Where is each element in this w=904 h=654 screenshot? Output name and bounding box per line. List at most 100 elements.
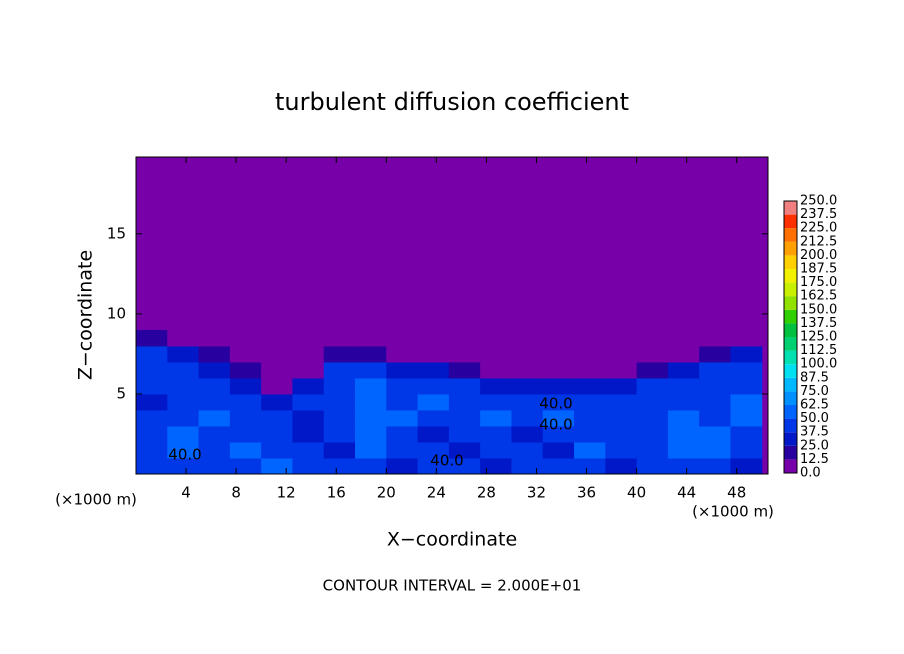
field-cell xyxy=(448,441,481,459)
field-cell xyxy=(542,361,575,379)
field-cell xyxy=(480,457,512,475)
field-cell xyxy=(261,361,293,379)
field-cell xyxy=(417,345,450,363)
field-cell xyxy=(636,329,669,347)
field-cell xyxy=(292,457,325,475)
field-cell xyxy=(229,361,262,379)
field-cell xyxy=(355,425,387,443)
colorbar-label: 250.0 xyxy=(800,194,837,209)
colorbar-label: 12.5 xyxy=(800,452,829,467)
field-cell xyxy=(292,441,325,459)
colorbar-bin xyxy=(784,418,797,433)
contour-label: 40.0 xyxy=(168,446,201,464)
field-cell xyxy=(636,441,669,459)
field-cell xyxy=(292,345,325,363)
plot-frame xyxy=(135,156,769,475)
field-cell xyxy=(386,345,419,363)
field-cell xyxy=(511,329,544,347)
x-tick-label: 40 xyxy=(627,484,646,502)
colorbar-label: 212.5 xyxy=(800,234,837,249)
field-cell xyxy=(730,457,763,475)
field-cell xyxy=(605,361,638,379)
field-cell xyxy=(699,329,731,347)
field-cell xyxy=(198,377,231,395)
field-cell xyxy=(480,329,512,347)
field-cell xyxy=(511,441,544,459)
contour-label: 40.0 xyxy=(430,452,463,470)
field-cell xyxy=(136,361,168,379)
field-cell xyxy=(448,393,481,411)
field-cell xyxy=(417,457,450,475)
colorbar-bin xyxy=(784,405,797,419)
field-cell xyxy=(292,377,325,395)
field-cell xyxy=(636,393,669,411)
field-cell xyxy=(605,441,638,459)
colorbar-label: 25.0 xyxy=(800,438,829,453)
colorbar-bin xyxy=(784,377,797,392)
colorbar-label: 50.0 xyxy=(800,411,829,426)
field-cell xyxy=(542,457,575,475)
x-axis-label: X−coordinate xyxy=(387,529,517,551)
field-cell xyxy=(386,361,419,379)
field-cell xyxy=(167,329,200,347)
field-cell xyxy=(667,393,700,411)
field-cell xyxy=(323,329,356,347)
field-cell xyxy=(730,441,763,459)
field-cell xyxy=(261,425,293,443)
colorbar-label: 137.5 xyxy=(800,316,837,331)
field-cell xyxy=(261,409,293,427)
field-cell xyxy=(417,329,450,347)
field-cell xyxy=(292,393,325,411)
colorbar-label: 150.0 xyxy=(800,302,837,317)
field-cell xyxy=(636,345,669,363)
colorbar-bin xyxy=(784,364,797,378)
colorbar-bin xyxy=(784,309,797,324)
field-cell xyxy=(417,441,450,459)
field-cell xyxy=(167,409,200,427)
colorbar-bin xyxy=(784,459,797,473)
field-cell xyxy=(136,425,168,443)
field-cell xyxy=(542,425,575,443)
field-cell xyxy=(605,329,638,347)
colorbar-bin xyxy=(784,296,797,310)
colorbar-bin xyxy=(784,269,797,283)
x-tick-label: 36 xyxy=(577,484,596,502)
field-cell xyxy=(667,329,700,347)
field-cell xyxy=(667,377,700,395)
field-cell xyxy=(261,441,293,459)
field-cell xyxy=(355,409,387,427)
field-cell xyxy=(417,393,450,411)
field-cell xyxy=(511,393,544,411)
field-cell xyxy=(667,409,700,427)
footer: CONTOUR INTERVAL = 2.000E+01 xyxy=(323,577,582,595)
field-cell xyxy=(167,361,200,379)
colorbar-bin xyxy=(784,391,797,405)
field-cell xyxy=(323,361,356,379)
contour-label: 40.0 xyxy=(539,395,572,413)
field-cell xyxy=(636,361,669,379)
colorbar-bin xyxy=(784,214,797,229)
field-cell xyxy=(542,409,575,427)
field-cell xyxy=(542,441,575,459)
colorbar-bin xyxy=(784,350,797,365)
field-cell xyxy=(136,409,168,427)
colorbar-bin xyxy=(784,432,797,446)
field-cell xyxy=(699,425,731,443)
field-cell xyxy=(605,457,638,475)
contour-label: 40.0 xyxy=(539,416,572,434)
x-tick-label: 8 xyxy=(231,484,241,502)
field-cell xyxy=(511,345,544,363)
field-cell xyxy=(386,441,419,459)
field-cell xyxy=(261,393,293,411)
field-cell xyxy=(480,441,512,459)
field-cell xyxy=(699,409,731,427)
field-cell xyxy=(480,409,512,427)
field-cell xyxy=(386,425,419,443)
field-cell xyxy=(574,329,606,347)
colorbar-bin xyxy=(784,201,797,215)
field-cell xyxy=(574,361,606,379)
x-unit: (×1000 m) xyxy=(692,503,774,521)
field-cell xyxy=(448,377,481,395)
field-cell xyxy=(292,425,325,443)
field-cell xyxy=(198,329,231,347)
